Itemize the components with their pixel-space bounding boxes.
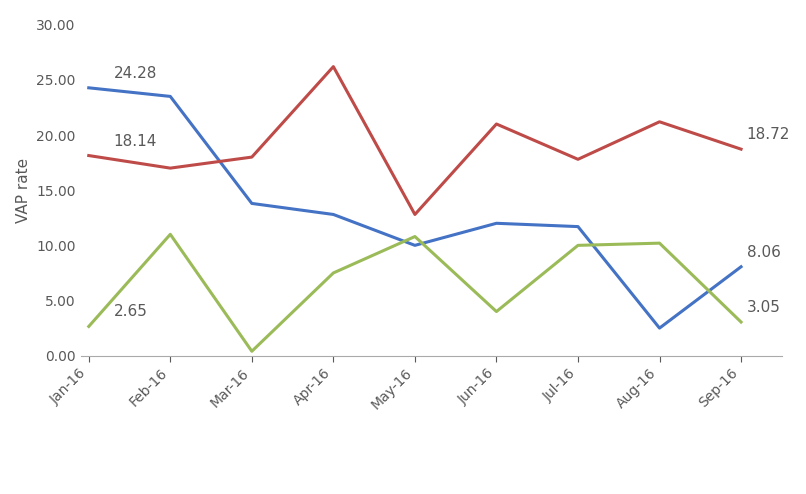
VAP rate  All Paediatric ICUs bbox=[329, 270, 339, 276]
VAP rate  All Medical ICUs bbox=[165, 93, 175, 99]
VAP rate  All Surgical ICUs bbox=[654, 119, 664, 125]
VAP rate  All Paediatric ICUs bbox=[573, 243, 583, 248]
VAP rate  All Surgical ICUs bbox=[329, 64, 339, 70]
VAP rate  All Surgical ICUs bbox=[736, 146, 746, 152]
VAP rate  All Surgical ICUs bbox=[410, 211, 420, 217]
VAP rate  All Medical ICUs bbox=[410, 243, 420, 248]
VAP rate  All Paediatric ICUs bbox=[492, 309, 501, 315]
VAP rate  All Medical ICUs bbox=[329, 211, 339, 217]
VAP rate  All Paediatric ICUs bbox=[247, 348, 256, 354]
Text: 8.06: 8.06 bbox=[746, 245, 780, 260]
VAP rate  All Surgical ICUs bbox=[84, 153, 93, 159]
VAP rate  All Surgical ICUs bbox=[247, 154, 256, 160]
Line: VAP rate  All Medical ICUs: VAP rate All Medical ICUs bbox=[89, 88, 741, 328]
VAP rate  All Paediatric ICUs bbox=[84, 324, 93, 329]
Text: 3.05: 3.05 bbox=[746, 300, 780, 315]
VAP rate  All Surgical ICUs bbox=[165, 165, 175, 171]
VAP rate  All Medical ICUs bbox=[736, 264, 746, 270]
VAP rate  All Medical ICUs bbox=[573, 224, 583, 230]
VAP rate  All Surgical ICUs bbox=[492, 121, 501, 127]
Y-axis label: VAP rate: VAP rate bbox=[15, 158, 31, 223]
Text: 18.72: 18.72 bbox=[746, 127, 790, 142]
VAP rate  All Paediatric ICUs bbox=[654, 240, 664, 246]
VAP rate  All Medical ICUs bbox=[247, 201, 256, 206]
Text: 24.28: 24.28 bbox=[114, 66, 157, 81]
Text: 2.65: 2.65 bbox=[114, 304, 147, 320]
Line: VAP rate  All Surgical ICUs: VAP rate All Surgical ICUs bbox=[89, 67, 741, 214]
VAP rate  All Medical ICUs bbox=[654, 325, 664, 331]
Text: 18.14: 18.14 bbox=[114, 133, 157, 149]
VAP rate  All Surgical ICUs bbox=[573, 156, 583, 162]
VAP rate  All Medical ICUs bbox=[492, 220, 501, 226]
VAP rate  All Medical ICUs bbox=[84, 85, 93, 91]
VAP rate  All Paediatric ICUs bbox=[736, 319, 746, 325]
Line: VAP rate  All Paediatric ICUs: VAP rate All Paediatric ICUs bbox=[89, 234, 741, 351]
VAP rate  All Paediatric ICUs bbox=[410, 234, 420, 240]
VAP rate  All Paediatric ICUs bbox=[165, 231, 175, 237]
